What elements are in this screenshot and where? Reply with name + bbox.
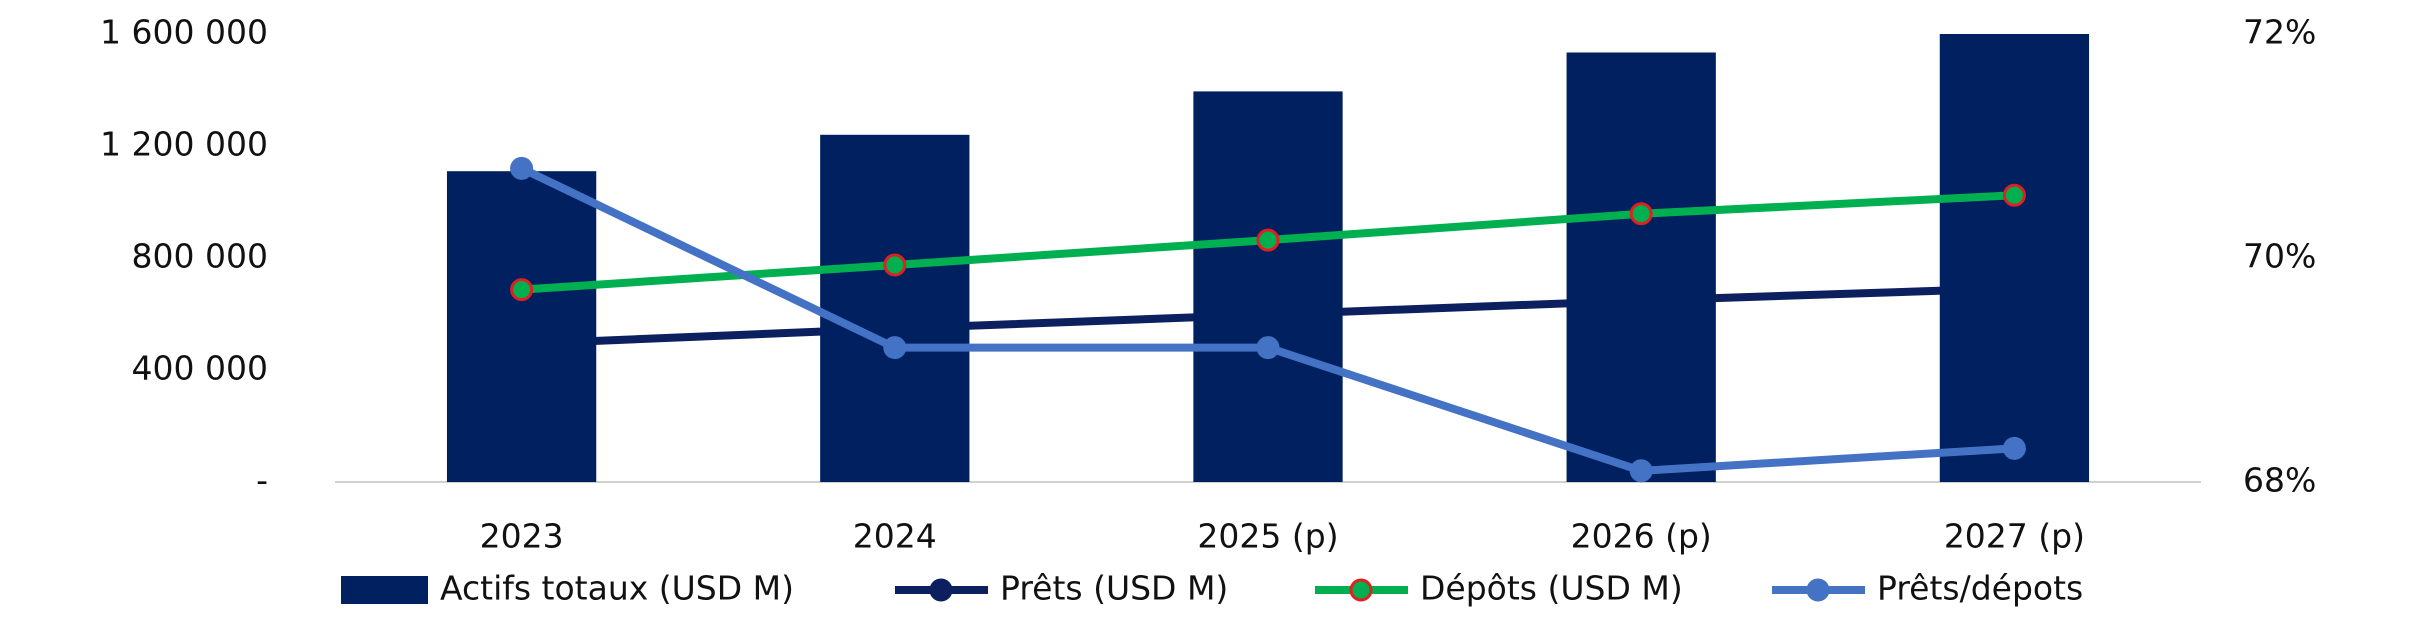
x-tick-label: 2026 (p)	[1571, 517, 1712, 556]
y2-tick-label: 72%	[2243, 13, 2316, 52]
y2-tick-label: 68%	[2243, 461, 2316, 500]
legend-label: Prêts/dépots	[1877, 569, 2083, 608]
line-marker	[883, 336, 907, 360]
bar	[820, 134, 970, 483]
y-tick-label: -	[256, 461, 268, 500]
legend-marker	[1349, 578, 1373, 602]
legend-marker	[929, 578, 953, 602]
legend-swatch	[341, 576, 428, 604]
bar	[446, 171, 597, 482]
y-tick-label: 800 000	[132, 237, 268, 276]
line-marker	[2002, 436, 2026, 460]
y-tick-label: 400 000	[132, 349, 268, 388]
bar	[1566, 52, 1716, 482]
line-marker	[510, 156, 534, 180]
y-tick-label: 1 600 000	[100, 13, 268, 52]
x-tick-label: 2024	[853, 517, 937, 556]
line-marker	[1256, 336, 1280, 360]
legend-marker	[1806, 578, 1830, 602]
y2-tick-label: 70%	[2243, 237, 2316, 276]
line-marker	[1629, 202, 1653, 226]
line-marker	[883, 253, 907, 277]
x-tick-label: 2025 (p)	[1197, 517, 1338, 556]
legend-label: Prêts (USD M)	[1000, 569, 1228, 608]
line-marker	[1629, 459, 1653, 483]
y-tick-label: 1 200 000	[100, 125, 268, 164]
x-tick-label: 2027 (p)	[1944, 517, 2085, 556]
bar	[1939, 34, 2090, 482]
legend-label: Actifs totaux (USD M)	[440, 569, 794, 608]
line-marker	[2002, 183, 2026, 207]
bar	[1193, 91, 1343, 483]
line-marker	[1256, 228, 1280, 252]
legend-label: Dépôts (USD M)	[1420, 569, 1683, 608]
line-marker	[510, 278, 534, 302]
x-tick-label: 2023	[480, 517, 564, 556]
